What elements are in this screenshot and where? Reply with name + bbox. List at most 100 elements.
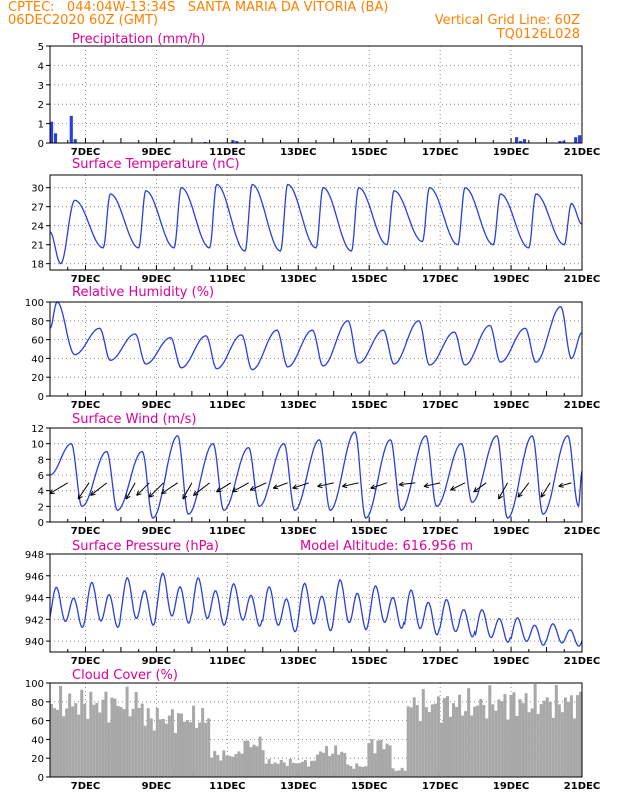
cloud-bar [575, 695, 579, 777]
wind-arrow-head [125, 493, 131, 500]
wind-xtick-label: 15DEC [351, 526, 387, 537]
pressure-xtick-label: 15DEC [351, 656, 387, 667]
cloud-bar [228, 755, 232, 777]
cloud-bar [464, 711, 468, 777]
wind-arrow-head [161, 489, 167, 495]
wind-arrow [77, 482, 90, 500]
cloud-bar [164, 723, 168, 777]
precip-bar [235, 141, 239, 143]
cloud-bar [195, 728, 199, 777]
cloud-cover-ytick-label: 40 [31, 735, 44, 746]
cloud-bar [59, 685, 63, 777]
cloud-bar [309, 760, 313, 777]
cloud-bar [340, 751, 344, 777]
precip-bar [73, 139, 77, 143]
pressure-line [49, 572, 583, 647]
temperature-xtick-label: 21DEC [564, 274, 600, 285]
cloud-bar [349, 766, 353, 777]
cloud-cover-xtick-label: 17DEC [422, 781, 458, 792]
cloud-bar [337, 754, 341, 777]
cloud-bar [455, 706, 459, 777]
wind-arrow [473, 482, 487, 493]
precip-bar [578, 135, 582, 143]
cloud-bar [110, 697, 114, 777]
humidity-xtick-label: 9DEC [142, 400, 171, 411]
cloud-bar [539, 704, 543, 777]
cloud-bar [192, 705, 196, 777]
pressure-xtick-label: 19DEC [493, 656, 529, 667]
cloud-bar [358, 766, 362, 777]
wind-arrow-head [473, 487, 479, 493]
cloud-bar [418, 721, 422, 777]
cloud-cover-title: Cloud Cover (%) [72, 668, 178, 683]
cloud-bar [382, 749, 386, 777]
cloud-bar [370, 739, 374, 777]
cloud-bar [361, 766, 365, 777]
cloud-bar [452, 703, 456, 777]
cloud-bar [331, 753, 335, 777]
pressure-xtick-label: 7DEC [71, 656, 100, 667]
pressure-ytick-label: 944 [25, 594, 44, 605]
header-line-1: CPTEC: 044:04W-13:34S SANTA MARIA DA VIT… [8, 0, 389, 15]
wind-xtick-label: 7DEC [71, 526, 100, 537]
cloud-bar [430, 704, 434, 777]
cloud-bar [237, 751, 241, 777]
cloud-bar [80, 689, 84, 777]
temperature-xtick-label: 13DEC [280, 274, 316, 285]
cloud-bar [521, 703, 525, 777]
wind-frame [49, 427, 583, 523]
wind-arrow [136, 482, 150, 496]
cloud-bar [458, 694, 462, 777]
wind-arrow-head [423, 482, 429, 489]
precip-bar [515, 137, 519, 143]
wind-arrow [558, 482, 572, 487]
cloud-bar [252, 744, 256, 777]
precipitation-ytick-label: 3 [38, 81, 44, 92]
wind-ytick-label: 2 [38, 502, 44, 513]
cloud-bar [530, 708, 534, 777]
cloud-bar [548, 701, 552, 777]
cloud-bar [261, 750, 265, 777]
cloud-bar [394, 770, 398, 777]
cloud-bar [424, 707, 428, 777]
header-model-id: TQ0126L028 [496, 27, 580, 42]
cloud-bar [449, 716, 453, 777]
wind-ytick-label: 12 [31, 424, 44, 435]
cloud-bar [71, 706, 75, 777]
precipitation-xtick-label: 13DEC [280, 147, 316, 158]
humidity-ytick-label: 80 [31, 317, 44, 328]
cloud-cover-xtick-label: 9DEC [142, 781, 171, 792]
cloud-bar [249, 747, 253, 777]
temperature-ytick-label: 27 [31, 203, 44, 214]
humidity-xtick-label: 15DEC [351, 400, 387, 411]
cloud-bar [86, 718, 90, 777]
humidity-ytick-label: 40 [31, 354, 44, 365]
cloud-bar [334, 745, 338, 777]
cloud-bar [95, 702, 99, 777]
wind-xtick-label: 11DEC [209, 526, 245, 537]
precipitation-xtick-label: 15DEC [351, 147, 387, 158]
cloud-bar [406, 706, 410, 777]
cloud-bar [116, 705, 120, 777]
cloud-bar [524, 693, 528, 777]
cloud-bar [412, 697, 416, 777]
cloud-bar [343, 753, 347, 777]
cloud-bar [53, 708, 57, 777]
header-run-date: 06DEC2020 60Z (GMT) [8, 13, 159, 28]
cloud-bar [258, 736, 262, 777]
precip-bar [522, 139, 527, 143]
wind-arrow [125, 482, 136, 500]
precip-bar [50, 121, 54, 143]
cloud-bar [563, 697, 567, 777]
cloud-bar [134, 691, 138, 777]
wind-arrow [249, 482, 267, 491]
temperature-ytick-label: 21 [31, 241, 44, 252]
pressure-xtick-label: 9DEC [142, 656, 171, 667]
cloud-cover-xtick-label: 19DEC [493, 781, 529, 792]
cloud-bar [319, 751, 323, 777]
wind-arrow-head [90, 490, 96, 496]
cloud-bar [92, 704, 96, 777]
precip-bar [562, 141, 566, 143]
cloud-bar [500, 701, 504, 777]
cloud-bar [482, 704, 486, 777]
